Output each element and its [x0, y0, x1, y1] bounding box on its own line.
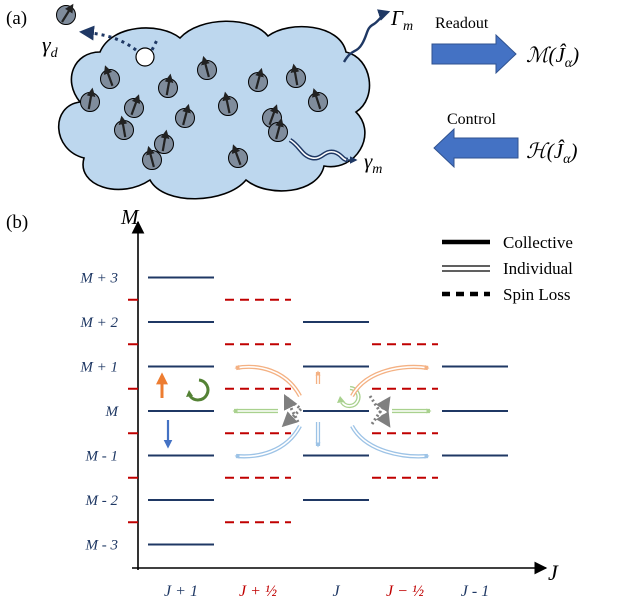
gamma-d-label: γd: [42, 32, 59, 61]
readout-label: Readout: [435, 15, 489, 32]
y-axis-label: M: [120, 205, 140, 229]
collective-rotate-head: [186, 390, 193, 397]
readout-arrow: [431, 33, 517, 75]
indiv-to-jp1-down: [234, 424, 302, 459]
readout-emission-path: [342, 9, 391, 63]
m-label-5: M - 2: [85, 493, 119, 509]
legend: Collective Individual Spin Loss: [442, 233, 573, 304]
spin-3: [197, 55, 217, 80]
panel-b-label: (b): [6, 212, 28, 233]
m-level-labels: M + 3 M + 2 M + 1 M M - 1 M - 2 M - 3: [79, 271, 119, 554]
spin-16: [80, 87, 100, 112]
j-labels: J + 1 J + ½ J J − ½ J - 1: [164, 583, 489, 600]
spin-2: [158, 73, 178, 98]
panel-a-label: (a): [6, 8, 27, 29]
collective-rotate-arrow: [188, 378, 210, 402]
legend-individual: Individual: [503, 259, 573, 278]
j-label-1: J + ½: [239, 583, 277, 600]
spin-hole: [135, 47, 155, 67]
m-label-1: M + 2: [79, 315, 118, 331]
m-label-2: M + 1: [79, 360, 118, 376]
spin-12: [154, 129, 174, 154]
spin-4: [248, 67, 268, 92]
loss-left-lower: [281, 407, 303, 428]
j-label-2: J: [332, 583, 340, 600]
individual-transitions: [232, 364, 432, 459]
loss-in-left-upper: [286, 396, 302, 411]
loss-right-upper: [370, 396, 391, 425]
spin-5: [286, 63, 306, 88]
spin-15: [142, 145, 162, 170]
m-label-3: M: [105, 404, 120, 420]
spin-13: [228, 144, 248, 168]
indiv-to-jm1-down: [350, 424, 430, 459]
escaped-spin: [56, 3, 76, 25]
Gamma-m-label: Γm: [390, 6, 413, 34]
spin-ensemble: [80, 55, 328, 170]
control-expression: ℋ(Ĵα): [526, 139, 577, 167]
control-label: Control: [447, 111, 496, 128]
x-axis-label: J: [548, 560, 559, 585]
y-axis-ticks: [128, 298, 138, 524]
spin-loss-transitions: [281, 393, 391, 428]
spin-8: [175, 103, 195, 128]
m-label-6: M - 3: [85, 538, 119, 554]
j-label-3: J − ½: [386, 583, 424, 600]
energy-levels: [148, 276, 508, 546]
individual-emission-path: [288, 138, 358, 164]
legend-collective: Collective: [503, 233, 573, 252]
m-label-0: M + 3: [79, 271, 118, 287]
gamma-m-label: γm: [364, 149, 382, 177]
spin-14: [268, 117, 288, 142]
m-label-4: M - 1: [85, 449, 119, 465]
readout-expression: ℳ(Ĵα): [526, 43, 579, 71]
collective-transitions: [156, 372, 210, 449]
j-label-4: J - 1: [461, 583, 489, 600]
spin-7: [218, 91, 238, 116]
spin-10: [308, 88, 328, 112]
spin-1: [100, 65, 120, 89]
loss-right-lower: [368, 395, 391, 428]
legend-spin-loss: Spin Loss: [503, 285, 571, 304]
control-arrow: [433, 127, 519, 169]
spin-loss-dash: [150, 37, 160, 51]
spin-6: [124, 94, 144, 118]
spin-11: [114, 115, 134, 140]
j-label-0: J + 1: [164, 583, 198, 600]
indiv-to-jp1-up: [234, 364, 302, 398]
indiv-to-jm1-up: [350, 364, 430, 398]
